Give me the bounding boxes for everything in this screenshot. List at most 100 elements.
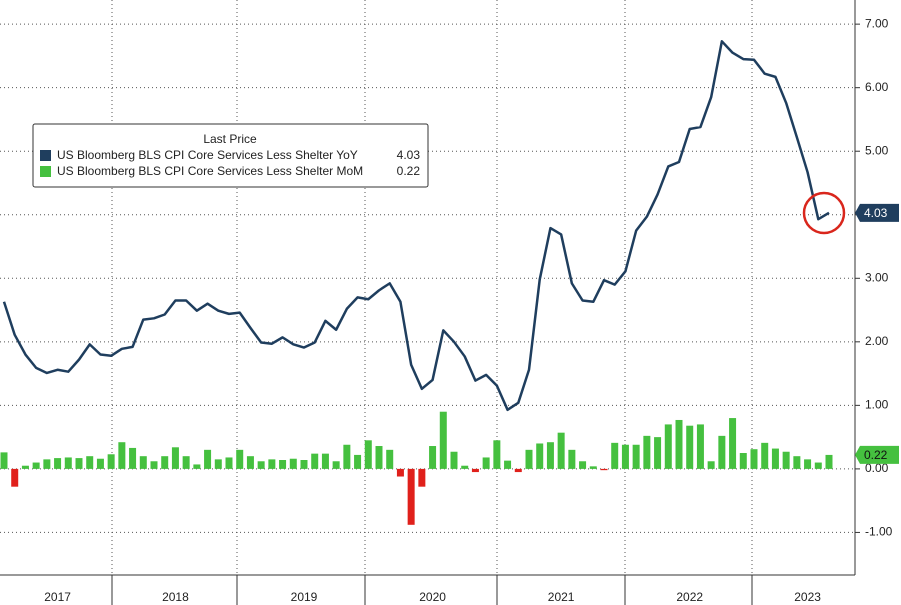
bar: [696, 424, 704, 469]
bar: [536, 443, 544, 469]
bar: [150, 461, 158, 469]
x-tick-label: 2022: [676, 590, 703, 604]
x-tick-label: 2018: [162, 590, 189, 604]
value-callout: 0.22: [864, 448, 888, 462]
bar: [771, 448, 779, 469]
y-tick-label: 0.00: [865, 461, 889, 475]
bar: [171, 447, 179, 469]
legend-value: 0.22: [397, 164, 421, 178]
bar: [525, 449, 533, 469]
legend-label: US Bloomberg BLS CPI Core Services Less …: [57, 148, 358, 162]
legend-box: [32, 123, 429, 188]
bar: [589, 466, 597, 469]
bar: [193, 464, 201, 469]
legend: Last Price US Bloomberg BLS CPI Core Ser…: [32, 123, 429, 188]
bar: [493, 440, 501, 469]
bar: [225, 457, 233, 469]
bar: [750, 449, 758, 469]
bar: [268, 459, 276, 469]
bar: [418, 468, 426, 487]
bar: [161, 456, 169, 469]
bar: [450, 451, 458, 469]
bar: [718, 435, 726, 469]
bar: [621, 444, 629, 469]
bar: [257, 461, 265, 469]
bar: [429, 446, 437, 469]
bar: [118, 442, 126, 469]
bar: [354, 454, 362, 469]
bar: [793, 456, 801, 469]
bar: [182, 456, 190, 469]
bar: [643, 435, 651, 469]
value-callout-box: [855, 445, 899, 464]
bar: [814, 462, 822, 469]
y-tick-label: -1.00: [865, 525, 893, 539]
bar: [729, 418, 737, 469]
bar: [139, 456, 147, 469]
bar: [664, 424, 672, 469]
bar: [279, 460, 287, 469]
bar: [686, 425, 694, 469]
bar: [504, 460, 512, 469]
line: [2, 40, 830, 412]
y-tick-label: 7.00: [865, 16, 889, 30]
x-tick-label: 2019: [291, 590, 318, 604]
bar: [0, 452, 8, 469]
x-tick-label: 2020: [419, 590, 446, 604]
legend-swatch: [40, 166, 51, 177]
bar: [343, 444, 351, 469]
bar: [375, 446, 383, 469]
bar: [546, 442, 554, 469]
bar: [632, 444, 640, 469]
x-tick-label: 2017: [44, 590, 71, 604]
bar: [386, 449, 394, 469]
y-tick-label: 2.00: [865, 334, 889, 348]
y-tick-label: 3.00: [865, 270, 889, 284]
bar: [825, 454, 833, 469]
bar: [461, 465, 469, 469]
bar: [407, 468, 415, 525]
bar: [236, 449, 244, 469]
bar: [11, 468, 19, 487]
bar: [514, 468, 522, 473]
bar: [246, 456, 254, 469]
bar: [579, 461, 587, 469]
bar: [654, 437, 662, 469]
bar: [557, 432, 565, 469]
x-tick-label: 2021: [548, 590, 575, 604]
bar: [54, 458, 62, 469]
bar: [321, 453, 329, 469]
plot: [0, 23, 855, 533]
bar: [782, 451, 790, 469]
bar: [568, 449, 576, 469]
bar: [396, 468, 404, 477]
value-callout: 4.03: [864, 206, 888, 220]
bar: [675, 419, 683, 469]
legend-value: 4.03: [397, 148, 421, 162]
bar: [311, 453, 319, 469]
bar: [300, 460, 308, 469]
bar: [739, 453, 747, 469]
bar: [75, 458, 83, 469]
bar: [332, 461, 340, 469]
y-tick-label: 6.00: [865, 80, 889, 94]
bar: [471, 468, 479, 473]
bar: [482, 457, 490, 469]
bar: [214, 459, 222, 469]
year-separators: [111, 575, 753, 605]
bar: [364, 440, 372, 469]
bar: [761, 442, 769, 469]
bar: [611, 442, 619, 469]
legend-label: US Bloomberg BLS CPI Core Services Less …: [57, 164, 363, 178]
bar: [439, 411, 447, 469]
bar: [289, 458, 297, 469]
bar: [204, 449, 212, 469]
bar: [64, 457, 72, 469]
bar: [86, 456, 94, 469]
bar: [129, 447, 137, 469]
bar: [32, 462, 40, 469]
legend-swatch: [40, 150, 51, 161]
